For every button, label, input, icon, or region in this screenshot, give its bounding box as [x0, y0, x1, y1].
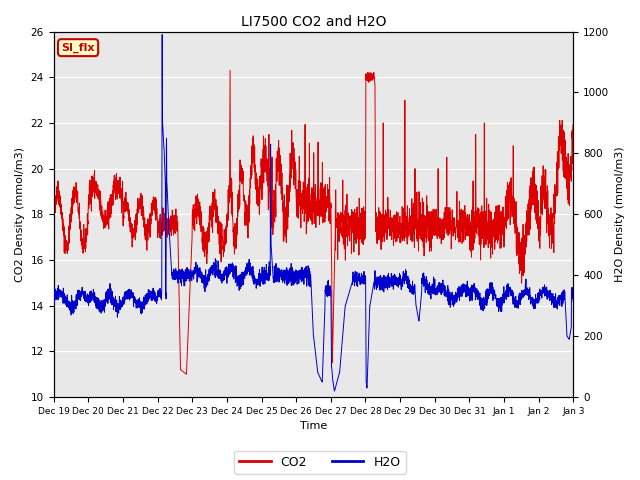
Y-axis label: CO2 Density (mmol/m3): CO2 Density (mmol/m3): [15, 147, 25, 282]
Text: SI_flx: SI_flx: [61, 43, 95, 53]
Y-axis label: H2O Density (mmol/m3): H2O Density (mmol/m3): [615, 146, 625, 282]
Title: LI7500 CO2 and H2O: LI7500 CO2 and H2O: [241, 15, 387, 29]
X-axis label: Time: Time: [300, 421, 327, 432]
Legend: CO2, H2O: CO2, H2O: [234, 451, 406, 474]
